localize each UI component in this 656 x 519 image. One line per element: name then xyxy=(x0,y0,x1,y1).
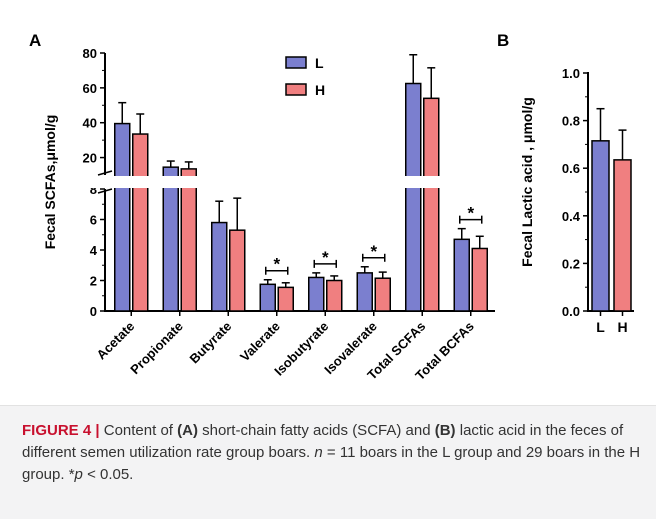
caption-text-5: < 0.05. xyxy=(87,466,134,483)
bar-b-l xyxy=(591,140,610,312)
panel-a-letter: A xyxy=(29,31,41,50)
bar-h-isovalerate xyxy=(374,277,391,312)
bar-l-acetate xyxy=(114,122,131,312)
axis-break-gap xyxy=(85,176,495,188)
x-category-label: Valerate xyxy=(237,319,283,365)
bar-h-butyrate xyxy=(229,229,246,312)
caption-b-ref: (B) xyxy=(434,422,456,439)
significance-star: * xyxy=(370,242,377,261)
y-lower-tick-label: 8 xyxy=(90,182,97,197)
bar-h-total-bcfas xyxy=(471,247,488,312)
bar-h-valerate xyxy=(277,286,294,312)
panel-b-letter: B xyxy=(497,31,509,50)
bar-l-butyrate xyxy=(211,221,228,312)
bar-h-isobutyrate xyxy=(326,279,343,312)
x-category-label: Propionate xyxy=(127,319,186,378)
y-tick-label-b: 0.0 xyxy=(562,304,580,319)
figure-canvas: A B 20 40 60 80 0 2 4 6 8 Fecal SCFAs,μmol/g Aceta… xyxy=(29,31,634,383)
x-category-label: Butyrate xyxy=(186,319,234,367)
x-category-label-b: H xyxy=(617,319,627,335)
y-tick-label-b: 0.8 xyxy=(562,114,580,129)
bar-l-isovalerate xyxy=(356,272,373,312)
caption-p-symbol: p xyxy=(74,466,83,483)
y-tick-label-b: 1.0 xyxy=(562,66,580,81)
y-upper-tick-label: 40 xyxy=(83,116,97,131)
bar-h-propionate xyxy=(180,168,197,312)
caption-a-ref: (A) xyxy=(177,422,198,439)
bar-b-h xyxy=(613,159,632,312)
y-tick-label-b: 0.2 xyxy=(562,256,580,271)
caption-text-4: = 11 boars in the L group and 29 boars i… xyxy=(22,444,641,483)
y-upper-tick-label: 80 xyxy=(83,46,97,61)
bar-l-propionate xyxy=(162,166,179,312)
legend-swatch-l xyxy=(285,56,307,69)
caption-text-2: short-chain fatty acids (SCFA) and xyxy=(202,422,431,439)
x-category-label: Acetate xyxy=(94,319,138,363)
y-axis-title: Fecal SCFAs,μmol/g xyxy=(42,115,58,250)
y-lower-tick-label: 6 xyxy=(90,213,97,228)
chart-a: 20 40 60 80 0 2 4 6 8 Fecal SCFAs,μmol/g AcetatePr… xyxy=(42,46,495,383)
axis-break-slash-upper xyxy=(97,170,113,176)
bar-l-total-bcfas xyxy=(453,238,470,312)
y-tick-label-b: 0.6 xyxy=(562,161,580,176)
y-lower-tick-label: 4 xyxy=(90,243,98,258)
legend-label: L xyxy=(315,55,324,71)
significance-star: * xyxy=(467,204,474,223)
caption-figure-label: FIGURE 4 xyxy=(22,422,92,439)
caption-text-1: Content of xyxy=(103,422,173,439)
caption-text-3: lactic acid in the feces of different se… xyxy=(22,422,624,461)
bar-l-total-scfas xyxy=(405,82,422,312)
x-category-label-b: L xyxy=(596,319,605,335)
chart-b: 0.0 0.2 0.4 0.6 0.8 1.0 Fecal Lactic acid , μm… xyxy=(519,66,634,335)
bar-h-total-scfas xyxy=(423,97,440,312)
y-tick-label-b: 0.4 xyxy=(562,209,581,224)
significance-star: * xyxy=(322,248,329,267)
legend-label: H xyxy=(315,82,325,98)
axis-break-slash-lower xyxy=(97,188,113,194)
bar-l-isobutyrate xyxy=(308,276,325,312)
figure-caption: FIGURE 4 | Content of (A) short-chain fa… xyxy=(22,420,642,486)
y-upper-tick-label: 60 xyxy=(83,81,97,96)
caption-separator: | xyxy=(95,422,100,439)
y-lower-tick-label: 0 xyxy=(90,304,97,319)
bar-h-acetate xyxy=(132,133,149,312)
y-upper-tick-label: 20 xyxy=(83,151,97,166)
figure-caption-box: FIGURE 4 | Content of (A) short-chain fa… xyxy=(0,405,656,519)
caption-n-symbol: n xyxy=(314,444,323,461)
y-axis-title-b: Fecal Lactic acid , μmol/g xyxy=(519,97,535,267)
significance-star: * xyxy=(273,255,280,274)
y-lower-tick-label: 2 xyxy=(90,274,97,289)
legend-swatch-h xyxy=(285,83,307,96)
bar-l-valerate xyxy=(259,283,276,312)
